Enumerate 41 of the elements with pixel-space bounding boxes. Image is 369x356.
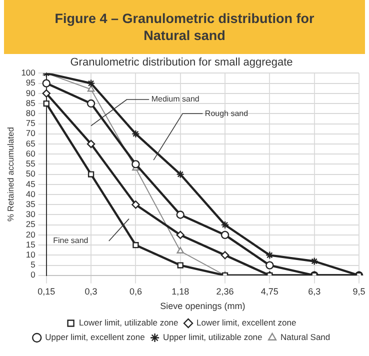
y-tick-label: 0 <box>30 270 36 280</box>
y-tick-label: 10 <box>26 250 36 260</box>
y-tick-label: 60 <box>26 148 36 158</box>
y-tick-label: 80 <box>26 108 36 118</box>
chart-title: Figure 4 – Granulometric distribution for Natural sand <box>4 0 365 54</box>
legend-label: Upper limit, excellent zone <box>45 332 146 342</box>
x-tick-label: 6,3 <box>308 286 321 296</box>
x-axis-title: Sieve openings (mm) <box>160 301 246 312</box>
y-tick-label: 50 <box>26 168 36 179</box>
x-tick-label: 0,3 <box>84 286 98 296</box>
y-tick-label: 90 <box>26 88 36 98</box>
annotation: Medium sand <box>151 94 200 104</box>
y-tick-label: 95 <box>26 78 36 88</box>
y-tick-label: 45 <box>26 178 36 189</box>
x-tick-label: 0,6 <box>129 286 142 296</box>
annotation: Rough sand <box>204 108 248 118</box>
y-tick-label: 30 <box>26 209 36 220</box>
x-tick-label: 0,15 <box>38 286 56 296</box>
x-tick-label: 2,36 <box>216 286 234 296</box>
legend-label: Lower limit, excellent zone <box>196 318 296 328</box>
y-tick-label: 55 <box>26 158 36 169</box>
legend-label: Lower limit, utilizable zone <box>79 318 179 328</box>
y-tick-label: 5 <box>30 260 36 270</box>
y-tick-label: 35 <box>26 198 36 209</box>
x-tick-label: 4,75 <box>260 286 278 296</box>
annotation: Fine sand <box>53 236 88 246</box>
y-tick-label: 75 <box>26 118 36 128</box>
y-tick-label: 40 <box>26 188 36 199</box>
y-tick-label: 65 <box>26 138 36 148</box>
y-tick-label: 85 <box>26 98 36 108</box>
legend-label: Upper limit, utilizable zone <box>163 332 263 342</box>
y-tick-label: 15 <box>26 239 36 250</box>
x-tick-label: 1,18 <box>172 286 190 296</box>
y-tick-label: 25 <box>26 219 36 230</box>
legend-label: Natural Sand <box>280 332 330 342</box>
y-tick-label: 70 <box>26 128 36 138</box>
y-tick-label: 20 <box>26 229 36 240</box>
x-tick-label: 9,5 <box>352 286 366 296</box>
y-tick-label: 100 <box>21 68 36 78</box>
y-axis-title: % Retained accumulated <box>5 126 16 222</box>
chart-subtitle: Granulometric distribution for small aggregate <box>70 56 293 69</box>
